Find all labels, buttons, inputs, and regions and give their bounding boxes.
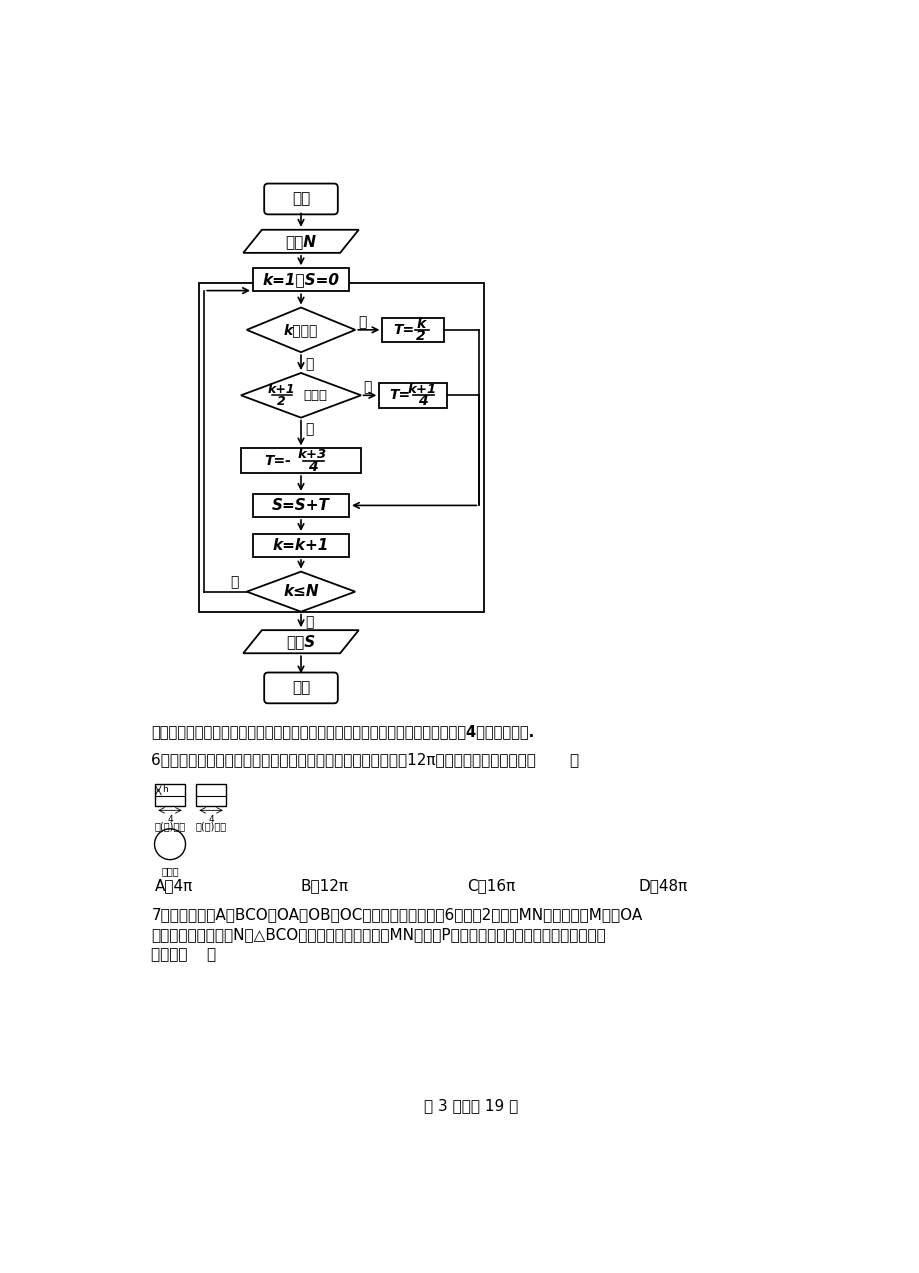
Text: 开始: 开始 bbox=[291, 191, 310, 206]
Text: T=: T= bbox=[389, 388, 410, 402]
Text: A．4π: A．4π bbox=[155, 878, 193, 894]
Text: 是偶数: 是偶数 bbox=[302, 388, 326, 402]
Text: 「命题意图」本题考查阅读程序框图，理解程序框图的功能，本质是把正整数除以4后按余数分类.: 「命题意图」本题考查阅读程序框图，理解程序框图的功能，本质是把正整数除以4后按余… bbox=[152, 724, 534, 740]
Text: C．16π: C．16π bbox=[467, 878, 516, 894]
Bar bbox=[253, 494, 349, 517]
Text: 俦视图: 俦视图 bbox=[161, 866, 178, 876]
Bar bbox=[199, 283, 483, 612]
Text: B．12π: B．12π bbox=[301, 878, 348, 894]
Text: h: h bbox=[162, 785, 168, 794]
Polygon shape bbox=[243, 630, 358, 653]
Text: 4: 4 bbox=[417, 395, 427, 409]
Text: k≤N: k≤N bbox=[283, 584, 319, 600]
Polygon shape bbox=[241, 373, 360, 418]
Text: k: k bbox=[416, 317, 425, 331]
Text: S=S+T: S=S+T bbox=[272, 498, 330, 513]
Text: k是偶数: k是偶数 bbox=[283, 323, 318, 337]
Text: 4: 4 bbox=[208, 815, 214, 824]
Text: 否: 否 bbox=[305, 356, 313, 370]
Text: 第 3 页，共 19 页: 第 3 页，共 19 页 bbox=[424, 1099, 518, 1114]
Bar bbox=[196, 784, 225, 806]
Text: T=: T= bbox=[393, 323, 414, 337]
Text: 输出S: 输出S bbox=[286, 634, 315, 649]
Text: 否: 否 bbox=[305, 423, 313, 437]
FancyBboxPatch shape bbox=[264, 672, 337, 703]
Text: 4: 4 bbox=[308, 460, 317, 474]
Polygon shape bbox=[246, 572, 355, 612]
Text: 左(傈)视图: 左(傈)视图 bbox=[196, 821, 226, 831]
Text: 是: 是 bbox=[231, 575, 239, 589]
Text: k+3: k+3 bbox=[298, 448, 327, 461]
Text: 否: 否 bbox=[305, 616, 313, 630]
Text: D．48π: D．48π bbox=[638, 878, 686, 894]
Text: k=k+1: k=k+1 bbox=[273, 538, 329, 552]
Text: k=1，S=0: k=1，S=0 bbox=[262, 272, 339, 288]
Text: 输入N: 输入N bbox=[285, 234, 316, 248]
Text: 是: 是 bbox=[358, 316, 367, 330]
Text: 2: 2 bbox=[416, 328, 425, 342]
Text: 结束: 结束 bbox=[291, 680, 310, 695]
Text: 体积为（    ）: 体积为（ ） bbox=[152, 947, 216, 962]
Bar bbox=[253, 533, 349, 558]
Text: k+1: k+1 bbox=[408, 383, 437, 396]
Bar bbox=[155, 784, 185, 806]
Text: k+1: k+1 bbox=[267, 383, 295, 396]
Text: 是: 是 bbox=[363, 381, 372, 395]
Polygon shape bbox=[243, 229, 358, 253]
FancyBboxPatch shape bbox=[264, 183, 337, 214]
Bar bbox=[241, 448, 360, 474]
Text: 6．一个几何体的三视图如图所示，如果该几何体的侧面面积为12π，则该几何体的体积是（       ）: 6．一个几何体的三视图如图所示，如果该几何体的侧面面积为12π，则该几何体的体积… bbox=[152, 752, 579, 766]
Text: 7．已知三棱锥A－BCO，OA、OB、OC两两垂直且长度均为6，长为2的线段MN的一个端点M在棱OA: 7．已知三棱锥A－BCO，OA、OB、OC两两垂直且长度均为6，长为2的线段MN… bbox=[152, 908, 642, 923]
Polygon shape bbox=[246, 308, 355, 353]
Bar bbox=[379, 383, 447, 407]
Text: 4: 4 bbox=[167, 815, 173, 824]
Text: 主(正)视图: 主(正)视图 bbox=[154, 821, 186, 831]
Text: 上运动，另一个端点N在△BCO内运动（含边界），则MN的中点P的轨迹与三棱锥的面所围成的几何体的: 上运动，另一个端点N在△BCO内运动（含边界），则MN的中点P的轨迹与三棱锥的面… bbox=[152, 927, 606, 942]
Bar bbox=[253, 269, 349, 292]
Bar bbox=[382, 317, 444, 342]
Text: 2: 2 bbox=[277, 395, 286, 407]
Text: T=-: T=- bbox=[264, 453, 291, 467]
